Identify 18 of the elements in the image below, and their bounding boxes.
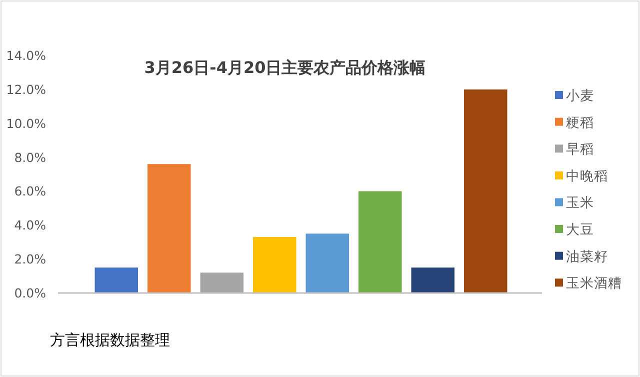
- legend-label: 油菜籽: [566, 248, 608, 265]
- legend-label: 玉米: [566, 195, 594, 212]
- legend-label: 早稻: [566, 142, 594, 158]
- y-tick-label: 6.0%: [14, 184, 46, 199]
- chart-title: 3月26日-4月20日主要农产品价格涨幅: [144, 58, 426, 77]
- y-tick-label: 8.0%: [14, 150, 46, 165]
- legend-label: 玉米酒糟: [566, 276, 622, 292]
- y-tick-label: 2.0%: [14, 252, 46, 267]
- y-tick-label: 10.0%: [6, 116, 46, 131]
- legend-label: 粳稻: [566, 114, 594, 131]
- text: 方言根据数据整理: [50, 331, 170, 349]
- legend-label: 小麦: [566, 88, 594, 104]
- y-tick-label: 14.0%: [6, 48, 46, 63]
- y-tick-label: 0.0%: [14, 286, 46, 300]
- y-tick-label: 12.0%: [6, 82, 46, 97]
- legend-label: 大豆: [566, 222, 594, 238]
- legend-label: 中晚稻: [566, 168, 608, 184]
- y-tick-label: 4.0%: [14, 218, 46, 233]
